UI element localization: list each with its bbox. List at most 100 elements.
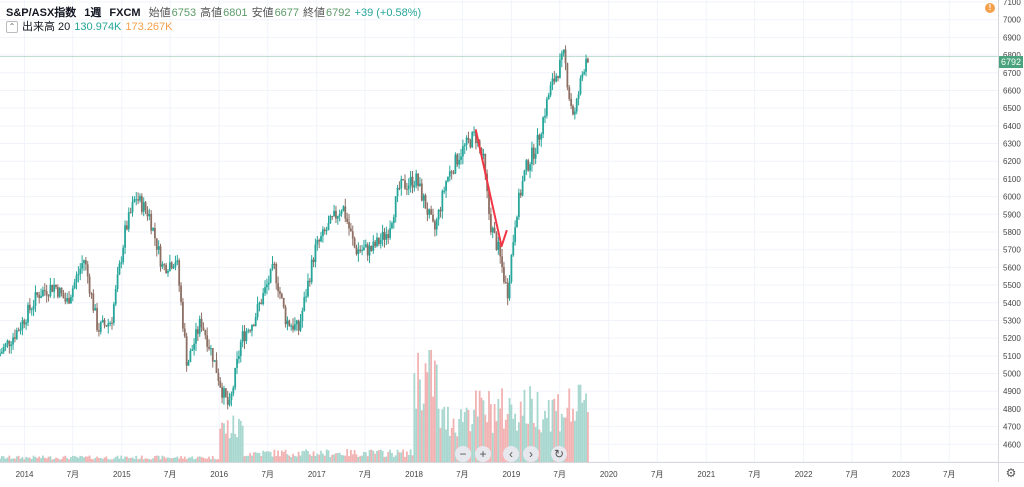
volume-bar <box>447 406 449 462</box>
volume-bar <box>419 379 421 462</box>
volume-bar <box>70 457 72 462</box>
volume-bar <box>368 449 371 462</box>
volume-bar <box>320 450 322 462</box>
candle-body <box>307 280 309 297</box>
volume-bar <box>208 456 210 462</box>
volume-bar <box>152 458 154 462</box>
candle-body <box>396 188 399 197</box>
volume-bar <box>579 384 582 462</box>
candle-body <box>532 147 535 159</box>
zoom-in-button[interactable]: + <box>475 446 491 462</box>
volume-bar <box>252 452 255 462</box>
zoom-out-button[interactable]: − <box>455 446 471 462</box>
volume-bar <box>228 438 231 462</box>
candle-body <box>491 227 494 233</box>
volume-bar <box>277 450 279 462</box>
volume-bar <box>178 458 181 462</box>
volume-bar <box>133 458 136 462</box>
volume-bar <box>553 398 556 462</box>
candle-body <box>55 284 57 288</box>
candle-body <box>521 181 524 196</box>
volume-bar <box>508 398 511 462</box>
scroll-right-button[interactable]: › <box>523 446 539 462</box>
candle-body <box>163 264 166 266</box>
candle-body <box>409 176 412 186</box>
candle-body <box>566 63 569 88</box>
volume-bar <box>555 411 558 462</box>
volume-bar <box>540 432 543 462</box>
candle-body <box>331 216 334 218</box>
settings-gear-icon[interactable]: ⚙ <box>1005 466 1017 480</box>
candle-body <box>428 209 431 215</box>
candle-body <box>488 191 490 214</box>
candle-body <box>335 210 337 219</box>
volume-bar <box>129 457 132 462</box>
volume-bar <box>480 397 483 462</box>
volume-bar <box>105 456 108 462</box>
volume-bar <box>144 458 147 462</box>
collapse-icon[interactable]: ⌃ <box>6 21 18 34</box>
y-tick-label: 6100 <box>1003 175 1021 184</box>
volume-bar <box>340 455 343 462</box>
candle-body <box>292 325 294 330</box>
candle-body <box>445 181 447 191</box>
volume-bar <box>476 416 479 462</box>
volume-bar <box>489 404 492 462</box>
candle-body <box>456 154 459 165</box>
candle-body <box>198 318 201 334</box>
candle-body <box>475 131 477 144</box>
volume-bar <box>279 456 281 462</box>
volume-bar <box>469 431 472 462</box>
candle-body <box>284 307 287 325</box>
candle-body <box>219 380 222 388</box>
volume-bar <box>557 394 559 462</box>
candle-body <box>208 346 210 349</box>
volume-bar <box>221 422 224 462</box>
volume-bar <box>385 456 388 462</box>
volume-bar <box>484 414 487 462</box>
volume-bar <box>473 409 475 462</box>
volume-bar <box>30 459 33 462</box>
candle-body <box>353 238 356 248</box>
volume-bar <box>155 455 158 462</box>
volume-bar <box>374 453 377 462</box>
volume-bar <box>8 455 11 462</box>
low-value: 6677 <box>274 7 300 19</box>
volume-bar <box>185 459 188 462</box>
y-tick-label: 5500 <box>1003 281 1021 290</box>
volume-bar <box>452 418 455 462</box>
volume-bar <box>295 456 298 462</box>
interval-label[interactable]: 1週 <box>84 7 102 19</box>
volume-bar <box>355 454 358 462</box>
candle-body <box>124 225 126 248</box>
reset-chart-button[interactable]: ↻ <box>551 446 567 462</box>
volume-bar <box>191 456 194 462</box>
volume-bar <box>230 433 233 462</box>
scroll-left-button[interactable]: ‹ <box>503 446 519 462</box>
open-value: 6753 <box>171 7 197 19</box>
volume-bar <box>71 455 74 462</box>
volume-bar <box>146 458 149 462</box>
candle-body <box>0 351 3 354</box>
candle-body <box>441 190 444 212</box>
volume-bar <box>432 396 434 462</box>
y-tick-label: 5600 <box>1003 263 1021 272</box>
candle-body <box>329 216 332 224</box>
candle-body <box>357 249 360 255</box>
volume-bar <box>491 432 494 462</box>
alert-icon[interactable]: ! <box>985 3 995 13</box>
open-label: 始値 <box>148 7 171 19</box>
volume-label[interactable]: 出来高 20 <box>22 21 71 33</box>
candle-body <box>424 195 427 209</box>
volume-bar <box>441 409 444 462</box>
volume-bar <box>275 455 278 462</box>
symbol-name[interactable]: S&P/ASX指数 <box>6 7 77 19</box>
volume-bar <box>333 454 335 462</box>
volume-bar <box>172 457 175 462</box>
volume-bar <box>424 363 427 462</box>
volume-bar <box>265 451 268 462</box>
annotation-arrow <box>474 129 508 248</box>
volume-bar <box>348 456 350 462</box>
